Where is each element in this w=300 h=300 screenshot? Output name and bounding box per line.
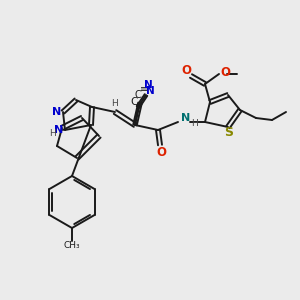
Text: C: C (130, 97, 138, 107)
Text: N: N (146, 86, 154, 96)
Text: H: H (49, 130, 56, 139)
Text: O: O (181, 64, 191, 77)
Text: O: O (220, 65, 230, 79)
Text: N: N (144, 80, 152, 90)
Text: S: S (224, 125, 233, 139)
Text: H: H (190, 119, 197, 128)
Text: CH₃: CH₃ (64, 242, 80, 250)
Text: C: C (135, 90, 141, 100)
Text: O: O (156, 146, 166, 158)
Text: H: H (112, 100, 118, 109)
Text: N: N (52, 107, 62, 117)
Text: N: N (182, 113, 190, 123)
Text: N: N (54, 125, 64, 135)
Text: ≡: ≡ (140, 84, 148, 94)
